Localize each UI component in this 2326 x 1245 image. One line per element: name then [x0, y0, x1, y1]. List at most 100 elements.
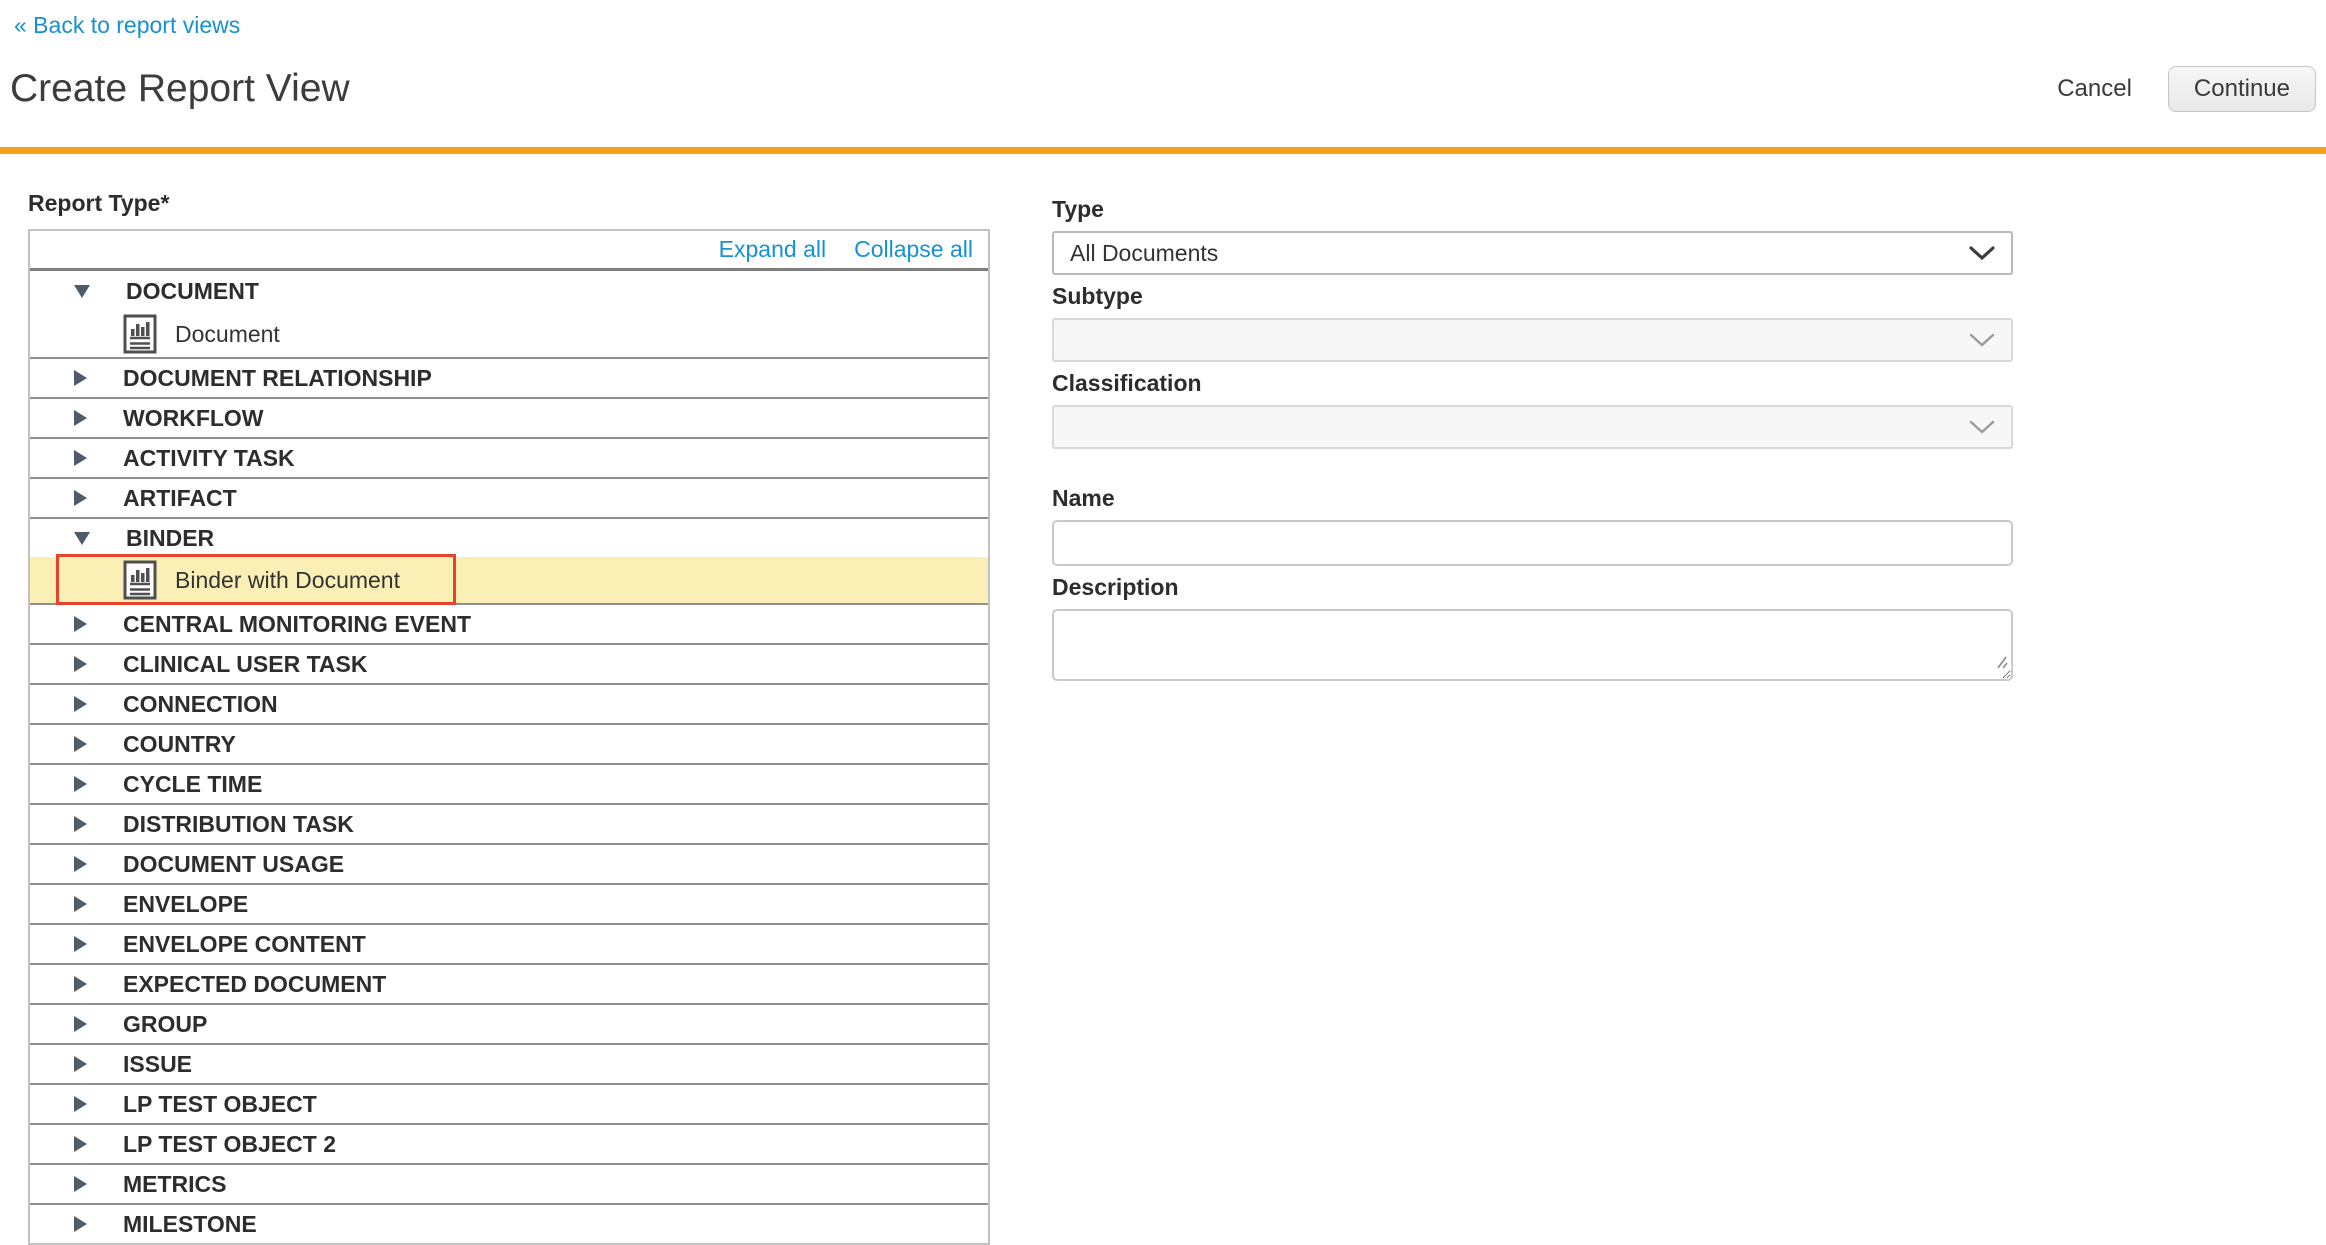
cancel-button[interactable]: Cancel: [2057, 75, 2132, 102]
tree-group-cycle-time[interactable]: CYCLE TIME: [30, 763, 988, 803]
triangle-right-icon[interactable]: [74, 736, 87, 752]
tree-group-label: DISTRIBUTION TASK: [123, 810, 354, 837]
tree-group-group[interactable]: GROUP: [30, 1003, 988, 1043]
triangle-right-icon[interactable]: [74, 816, 87, 832]
tree-group-lp-test-object[interactable]: LP TEST OBJECT: [30, 1083, 988, 1123]
tree-item-document[interactable]: Document: [30, 311, 988, 357]
tree-rows: DOCUMENT Document DOCUMENT RELATIONSHIP WOR…: [30, 271, 988, 1243]
tree-toolbar: Expand all Collapse all: [30, 231, 988, 271]
report-document-icon: [123, 314, 157, 354]
tree-group-binder[interactable]: BINDER: [30, 517, 988, 557]
triangle-right-icon[interactable]: [74, 1016, 87, 1032]
tree-group-label: ISSUE: [123, 1050, 193, 1077]
tree-group-label: EXPECTED DOCUMENT: [123, 970, 387, 997]
tree-group-label: METRICS: [123, 1170, 227, 1197]
expand-all-link[interactable]: Expand all: [718, 236, 827, 262]
tree-group-label: DOCUMENT RELATIONSHIP: [123, 364, 432, 391]
collapse-all-link[interactable]: Collapse all: [854, 236, 973, 262]
triangle-right-icon[interactable]: [74, 1096, 87, 1112]
triangle-right-icon[interactable]: [74, 450, 87, 466]
tree-group-lp-test-object-2[interactable]: LP TEST OBJECT 2: [30, 1123, 988, 1163]
tree-group-label: CYCLE TIME: [123, 770, 263, 797]
tree-group-label: ENVELOPE CONTENT: [123, 930, 366, 957]
tree-item-label: Binder with Document: [175, 566, 400, 593]
triangle-right-icon[interactable]: [74, 856, 87, 872]
header-actions: Cancel Continue: [2057, 66, 2316, 112]
triangle-right-icon[interactable]: [74, 1056, 87, 1072]
tree-group-label: LP TEST OBJECT: [123, 1090, 317, 1117]
tree-group-label: CONNECTION: [123, 690, 278, 717]
back-to-report-views-link[interactable]: « Back to report views: [14, 12, 241, 38]
triangle-right-icon[interactable]: [74, 776, 87, 792]
tree-group-activity-task[interactable]: ACTIVITY TASK: [30, 437, 988, 477]
report-document-icon: [123, 560, 157, 600]
tree-group-central-monitoring-event[interactable]: CENTRAL MONITORING EVENT: [30, 603, 988, 643]
triangle-right-icon[interactable]: [74, 370, 87, 386]
description-field: [1052, 609, 2013, 681]
tree-group-envelope-content[interactable]: ENVELOPE CONTENT: [30, 923, 988, 963]
page-header: Create Report View Cancel Continue: [10, 66, 2316, 112]
chevron-down-icon: [1969, 333, 1995, 348]
triangle-right-icon[interactable]: [74, 1136, 87, 1152]
triangle-right-icon[interactable]: [74, 410, 87, 426]
classification-select: [1052, 405, 2013, 449]
tree-group-label: GROUP: [123, 1010, 208, 1037]
tree-group-connection[interactable]: CONNECTION: [30, 683, 988, 723]
tree-group-artifact[interactable]: ARTIFACT: [30, 477, 988, 517]
name-label: Name: [1052, 485, 1115, 511]
triangle-right-icon[interactable]: [74, 976, 87, 992]
tree-group-label: MILESTONE: [123, 1210, 257, 1237]
tree-group-envelope[interactable]: ENVELOPE: [30, 883, 988, 923]
triangle-down-icon[interactable]: [74, 531, 90, 545]
tree-group-label: ARTIFACT: [123, 484, 237, 511]
triangle-down-icon[interactable]: [74, 284, 90, 298]
triangle-right-icon[interactable]: [74, 1216, 87, 1232]
tree-group-issue[interactable]: ISSUE: [30, 1043, 988, 1083]
description-textarea[interactable]: [1052, 609, 2013, 681]
type-label: Type: [1052, 196, 1104, 222]
type-select[interactable]: All Documents: [1052, 231, 2013, 275]
tree-group-label: COUNTRY: [123, 730, 236, 757]
tree-item-binder-with-document[interactable]: Binder with Document: [30, 554, 988, 605]
tree-group-label: LP TEST OBJECT 2: [123, 1130, 337, 1157]
tree-group-country[interactable]: COUNTRY: [30, 723, 988, 763]
tree-group-label: ENVELOPE: [123, 890, 249, 917]
tree-group-label: WORKFLOW: [123, 404, 264, 431]
triangle-right-icon[interactable]: [74, 490, 87, 506]
tree-item-label: Document: [175, 320, 280, 347]
page-title: Create Report View: [10, 67, 350, 110]
chevron-down-icon: [1969, 245, 1995, 261]
tree-group-distribution-task[interactable]: DISTRIBUTION TASK: [30, 803, 988, 843]
triangle-right-icon[interactable]: [74, 1176, 87, 1192]
tree-group-clinical-user-task[interactable]: CLINICAL USER TASK: [30, 643, 988, 683]
tree-group-label: DOCUMENT: [126, 277, 259, 304]
tree-group-label: ACTIVITY TASK: [123, 444, 295, 471]
triangle-right-icon[interactable]: [74, 896, 87, 912]
subtype-label: Subtype: [1052, 283, 1143, 309]
tree-group-label: CENTRAL MONITORING EVENT: [123, 610, 471, 637]
tree-group-label: BINDER: [126, 524, 215, 551]
classification-label: Classification: [1052, 370, 1202, 396]
tree-group-document[interactable]: DOCUMENT: [30, 271, 988, 311]
report-type-tree: Expand all Collapse all DOCUMENT Document…: [28, 229, 990, 1245]
tree-group-expected-document[interactable]: EXPECTED DOCUMENT: [30, 963, 988, 1003]
name-input[interactable]: [1052, 520, 2013, 566]
triangle-right-icon[interactable]: [74, 936, 87, 952]
report-type-column: Report Type* Expand all Collapse all DOC…: [28, 190, 990, 1245]
tree-group-document-relationship[interactable]: DOCUMENT RELATIONSHIP: [30, 357, 988, 397]
tree-group-metrics[interactable]: METRICS: [30, 1163, 988, 1203]
tree-group-document-usage[interactable]: DOCUMENT USAGE: [30, 843, 988, 883]
tree-group-label: DOCUMENT USAGE: [123, 850, 345, 877]
triangle-right-icon[interactable]: [74, 696, 87, 712]
triangle-right-icon[interactable]: [74, 656, 87, 672]
description-label: Description: [1052, 574, 1179, 600]
tree-group-workflow[interactable]: WORKFLOW: [30, 397, 988, 437]
subtype-select: [1052, 318, 2013, 362]
report-type-label: Report Type*: [28, 190, 170, 216]
tree-group-milestone[interactable]: MILESTONE: [30, 1203, 988, 1243]
continue-button[interactable]: Continue: [2167, 66, 2316, 112]
type-select-value: All Documents: [1070, 239, 1219, 266]
chevron-down-icon: [1969, 420, 1995, 435]
header-divider: [0, 147, 2326, 154]
triangle-right-icon[interactable]: [74, 616, 87, 632]
